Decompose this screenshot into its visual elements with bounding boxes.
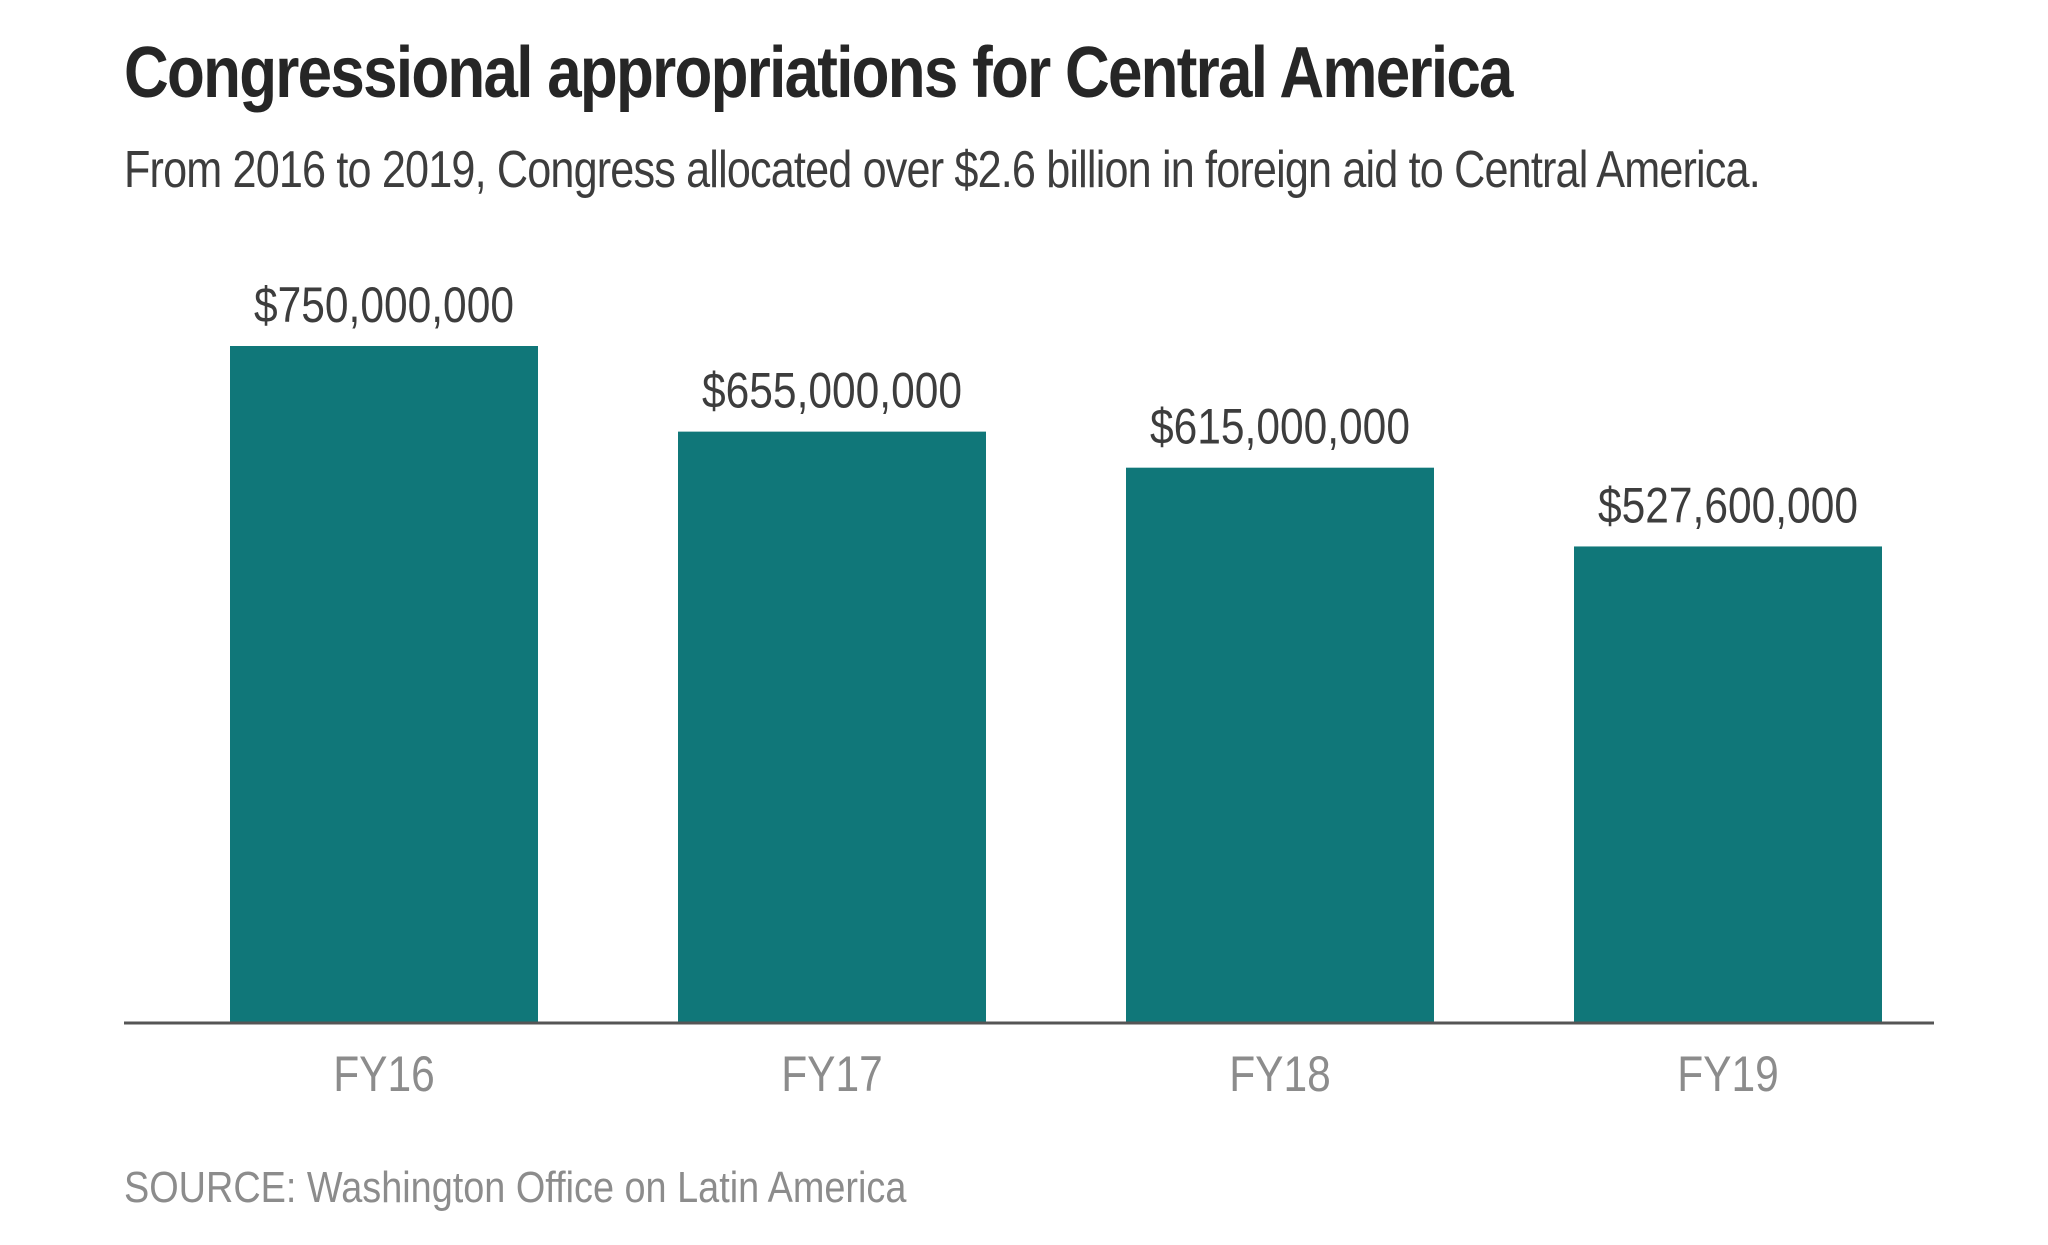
bar-fy16 <box>230 346 538 1022</box>
value-labels-group: $750,000,000 $655,000,000 $615,000,000 $527… <box>254 277 1858 533</box>
value-label-fy17: $655,000,000 <box>702 362 962 418</box>
category-label-fy16: FY16 <box>333 1046 435 1102</box>
value-label-fy18: $615,000,000 <box>1150 398 1410 454</box>
category-label-fy19: FY19 <box>1677 1046 1779 1102</box>
source-note: SOURCE: Washington Office on Latin Ameri… <box>124 1163 907 1212</box>
bars-group <box>230 346 1882 1022</box>
chart-title: Congressional appropriations for Central… <box>124 33 1513 113</box>
value-label-fy16: $750,000,000 <box>254 277 514 333</box>
bar-fy17 <box>678 431 986 1022</box>
bar-fy18 <box>1126 467 1434 1022</box>
category-label-fy17: FY17 <box>781 1046 883 1102</box>
chart-subtitle: From 2016 to 2019, Congress allocated ov… <box>124 141 1761 199</box>
category-labels-group: FY16 FY17 FY18 FY19 <box>333 1046 1779 1102</box>
category-label-fy18: FY18 <box>1229 1046 1331 1102</box>
bar-fy19 <box>1574 546 1882 1022</box>
value-label-fy19: $527,600,000 <box>1598 477 1858 533</box>
